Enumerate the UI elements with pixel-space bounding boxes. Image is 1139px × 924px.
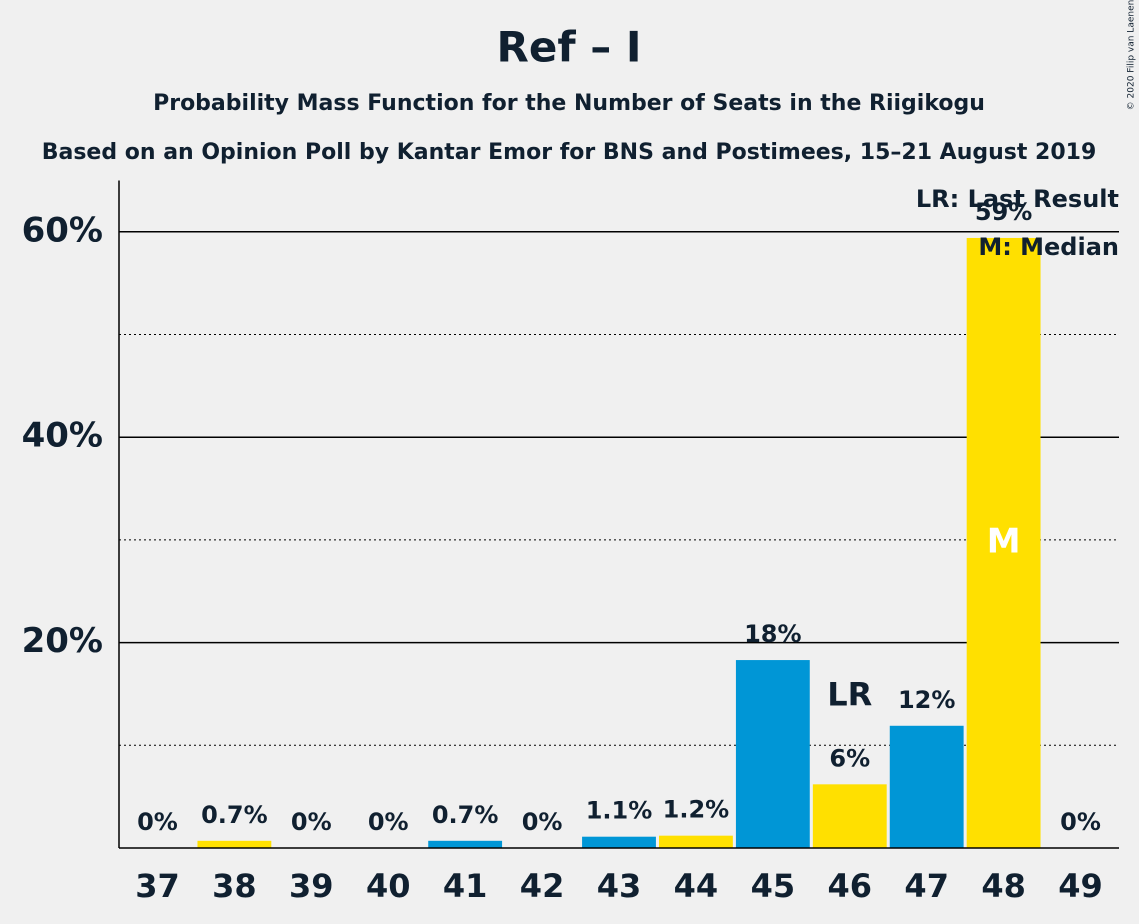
chart-title: Ref – I [497, 23, 642, 72]
x-tick-label: 39 [289, 867, 334, 905]
bar [966, 237, 1041, 848]
data-label: 0% [291, 808, 332, 836]
data-label: 0% [137, 808, 178, 836]
x-tick-label: 44 [674, 867, 719, 905]
copyright: © 2020 Filip van Laenen [1127, 0, 1137, 110]
data-label: 0% [522, 808, 563, 836]
data-label: 1.1% [586, 797, 653, 825]
bar [889, 725, 964, 848]
data-label: 0% [1060, 808, 1101, 836]
x-tick-label: 40 [366, 867, 411, 905]
legend-entry: LR: Last Result [916, 185, 1119, 213]
median-marker: M [987, 521, 1021, 561]
x-tick-label: 46 [828, 867, 873, 905]
x-tick-label: 41 [443, 867, 488, 905]
x-tick-label: 38 [212, 867, 257, 905]
data-label: 12% [898, 686, 955, 714]
data-label: 0.7% [201, 801, 268, 829]
x-tick-label: 49 [1058, 867, 1103, 905]
legend-entry: M: Median [978, 233, 1119, 261]
y-tick-label: 60% [22, 210, 103, 250]
x-tick-label: 42 [520, 867, 565, 905]
x-tick-label: 37 [135, 867, 180, 905]
chart-subtitle: Based on an Opinion Poll by Kantar Emor … [42, 140, 1097, 165]
data-label: 0.7% [432, 801, 499, 829]
x-tick-label: 47 [904, 867, 949, 905]
x-tick-label: 45 [751, 867, 796, 905]
y-tick-label: 40% [22, 416, 103, 456]
x-tick-label: 43 [597, 867, 642, 905]
data-label: 6% [829, 744, 870, 772]
data-label: 0% [368, 808, 409, 836]
bar [659, 835, 733, 848]
data-label: 1.2% [663, 796, 730, 824]
bar [812, 784, 887, 848]
data-label: 59% [975, 198, 1032, 226]
bar [735, 660, 810, 848]
bar [197, 840, 272, 848]
bar [428, 840, 503, 848]
data-label: 18% [744, 620, 801, 648]
y-tick-label: 20% [22, 621, 103, 661]
chart-subtitle: Probability Mass Function for the Number… [153, 91, 985, 116]
bar [582, 836, 656, 848]
last-result-marker: LR [827, 675, 872, 713]
x-tick-label: 48 [981, 867, 1026, 905]
